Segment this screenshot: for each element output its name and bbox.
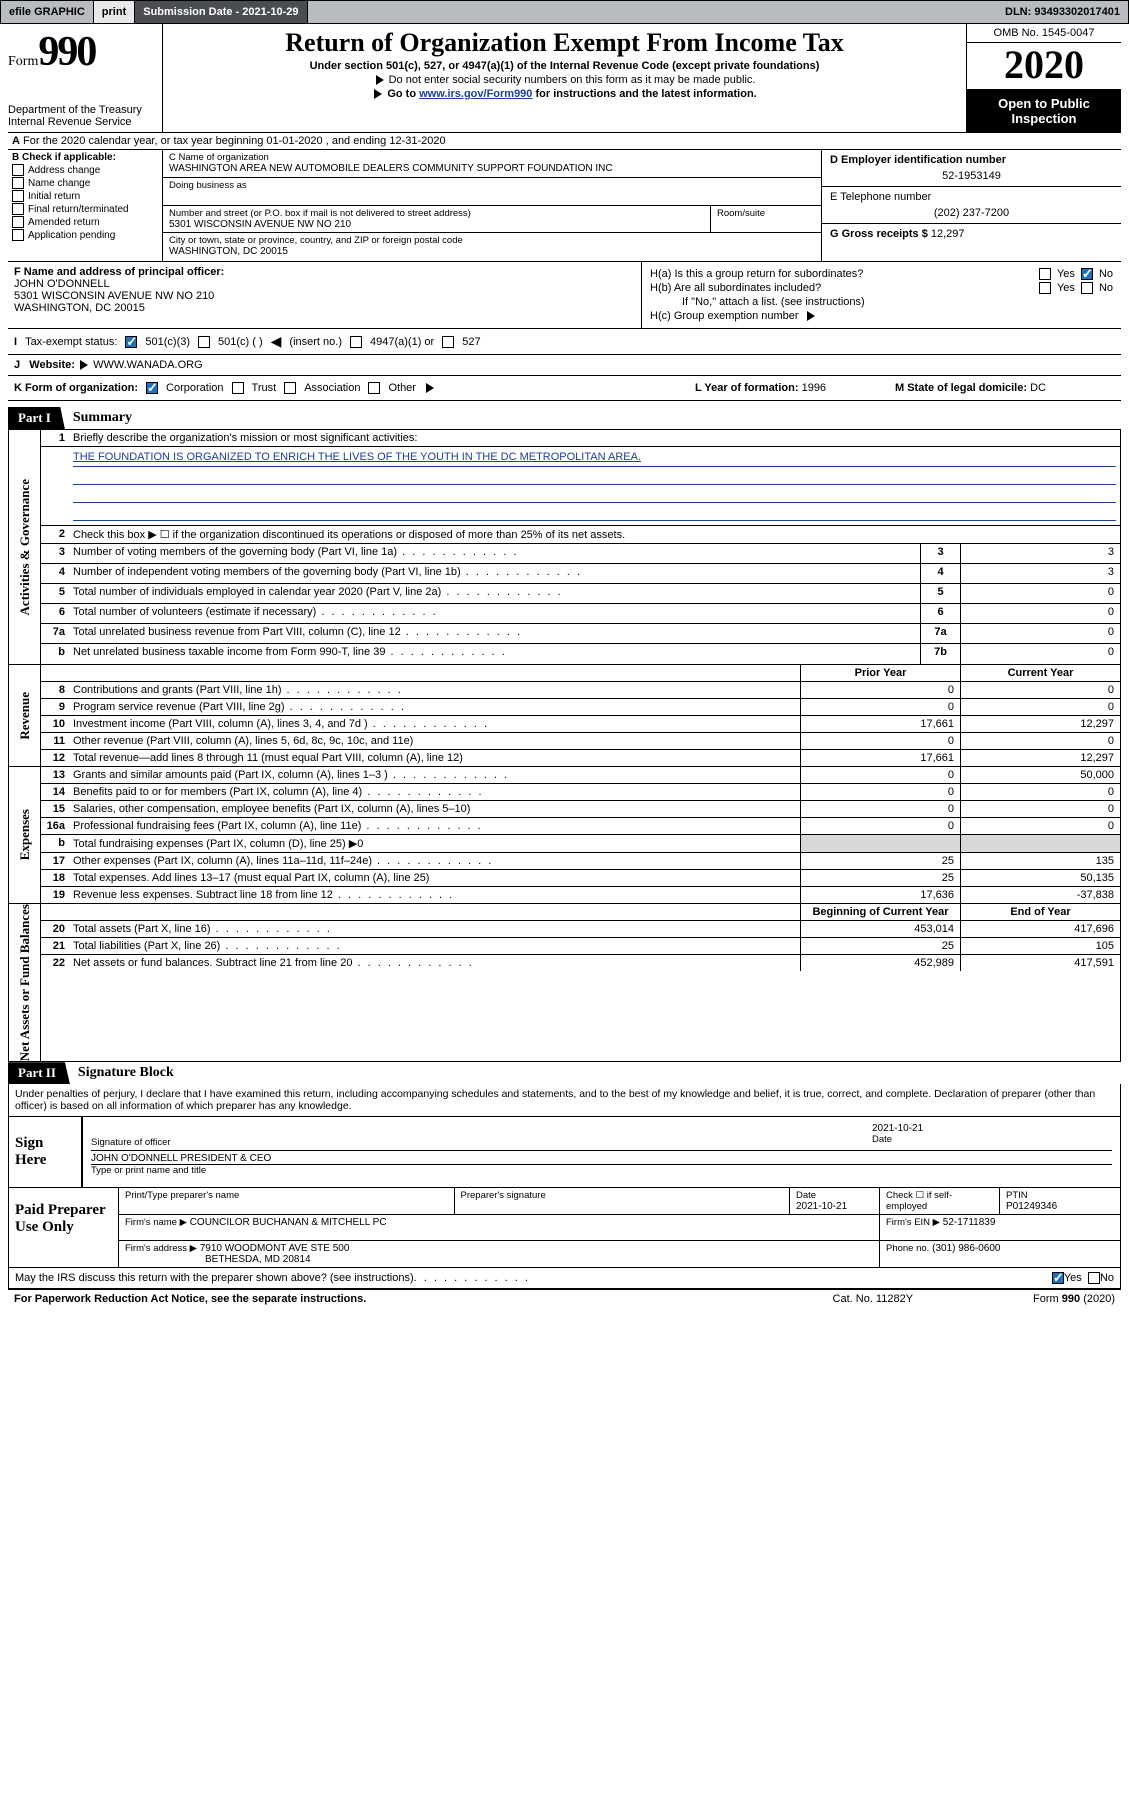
officer-addr2: WASHINGTON, DC 20015 [14,302,635,314]
checkbox-association[interactable] [284,382,296,394]
firm-addr2: BETHESDA, MD 20814 [125,1254,873,1265]
note-ssn: Do not enter social security numbers on … [389,74,756,86]
part1-tab: Part I [8,407,65,429]
line3-val: 3 [960,544,1120,563]
gross-receipts: 12,297 [931,228,965,240]
checkbox-name-change[interactable] [12,177,24,189]
dln-label: DLN: 93493302017401 [997,6,1128,18]
checkbox-4947[interactable] [350,336,362,348]
form-number: 990 [38,29,95,75]
city-state-zip: WASHINGTON, DC 20015 [169,246,815,257]
note-goto-post: for instructions and the latest informat… [532,88,756,100]
line7b-val: 0 [960,644,1120,664]
checkbox-501c[interactable] [198,336,210,348]
triangle-icon [426,383,434,393]
vlabel-netassets: Net Assets or Fund Balances [17,904,33,1061]
section-b: B Check if applicable: Address change Na… [8,150,163,261]
checkbox-hb-no[interactable] [1081,282,1093,294]
efile-label: efile GRAPHIC [1,1,94,23]
checkbox-ha-no[interactable] [1081,268,1093,280]
ptin-value: P01249346 [1006,1201,1114,1212]
tax-year: 2020 [967,43,1121,90]
officer-addr1: 5301 WISCONSIN AVENUE NW NO 210 [14,290,635,302]
open-inspection: Open to Public Inspection [967,90,1121,132]
checkbox-initial-return[interactable] [12,190,24,202]
officer-signature: JOHN O'DONNELL PRESIDENT & CEO [91,1153,1112,1164]
cat-no: Cat. No. 11282Y [833,1293,914,1305]
line5-val: 0 [960,584,1120,603]
checkbox-trust[interactable] [232,382,244,394]
triangle-icon [376,75,384,85]
firm-phone: (301) 986-0600 [932,1243,1000,1254]
submission-date: Submission Date - 2021-10-29 [135,1,307,23]
part2-tab: Part II [8,1062,70,1084]
vlabel-activities: Activities & Governance [17,479,33,615]
checkbox-irs-no[interactable] [1088,1272,1100,1284]
section-c: C Name of organization WASHINGTON AREA N… [163,150,821,261]
org-name: WASHINGTON AREA NEW AUTOMOBILE DEALERS C… [169,163,815,174]
perjury-declaration: Under penalties of perjury, I declare th… [9,1084,1120,1117]
checkbox-irs-yes[interactable] [1052,1272,1064,1284]
checkbox-501c3[interactable] [125,336,137,348]
print-button[interactable]: print [94,1,135,23]
checkbox-hb-yes[interactable] [1039,282,1051,294]
state-domicile: DC [1030,382,1046,394]
vlabel-expenses: Expenses [17,809,33,860]
officer-name: JOHN O'DONNELL [14,278,635,290]
paperwork-notice: For Paperwork Reduction Act Notice, see … [14,1293,366,1305]
line4-val: 3 [960,564,1120,583]
form-title: Return of Organization Exempt From Incom… [171,28,958,58]
triangle-icon [807,311,815,321]
sig-date: 2021-10-21 [872,1123,1112,1134]
mission-link[interactable]: THE FOUNDATION IS ORGANIZED TO ENRICH TH… [73,451,641,463]
line6-val: 0 [960,604,1120,623]
website-value: WWW.WANADA.ORG [93,359,203,371]
triangle-icon [374,89,382,99]
firm-name: COUNCILOR BUCHANAN & MITCHELL PC [190,1217,387,1228]
irs-label: Internal Revenue Service [8,116,156,128]
firm-addr1: 7910 WOODMONT AVE STE 500 [200,1243,350,1254]
form-footer: Form 990 (2020) [1033,1293,1115,1305]
checkbox-ha-yes[interactable] [1039,268,1051,280]
ein-value: 52-1953149 [830,170,1113,182]
form-subtitle: Under section 501(c), 527, or 4947(a)(1)… [171,60,958,72]
vlabel-revenue: Revenue [17,692,33,740]
firm-ein: 52-1711839 [943,1217,996,1228]
form-word: Form [8,54,38,69]
top-toolbar: efile GRAPHIC print Submission Date - 20… [0,0,1129,24]
note-goto-pre: Go to [387,88,419,100]
checkbox-final-return[interactable] [12,203,24,215]
year-formation: 1996 [802,382,826,394]
checkbox-application-pending[interactable] [12,229,24,241]
sign-here-label: Sign Here [9,1117,81,1187]
paid-preparer-label: Paid Preparer Use Only [9,1188,119,1267]
line7a-val: 0 [960,624,1120,643]
checkbox-corporation[interactable] [146,382,158,394]
checkbox-other[interactable] [368,382,380,394]
triangle-icon [80,360,88,370]
part2-title: Signature Block [70,1065,174,1081]
form990-link[interactable]: www.irs.gov/Form990 [419,88,532,100]
street-address: 5301 WISCONSIN AVENUE NW NO 210 [169,219,704,230]
omb-number: OMB No. 1545-0047 [967,24,1121,43]
phone-value: (202) 237-7200 [830,207,1113,219]
part1-title: Summary [65,410,132,426]
row-a-tax-year: A For the 2020 calendar year, or tax yea… [8,133,1121,150]
checkbox-amended[interactable] [12,216,24,228]
prep-date: 2021-10-21 [796,1201,873,1212]
dept-treasury: Department of the Treasury [8,104,156,116]
checkbox-527[interactable] [442,336,454,348]
checkbox-address-change[interactable] [12,164,24,176]
form-header: Form990 Department of the Treasury Inter… [8,24,1121,133]
